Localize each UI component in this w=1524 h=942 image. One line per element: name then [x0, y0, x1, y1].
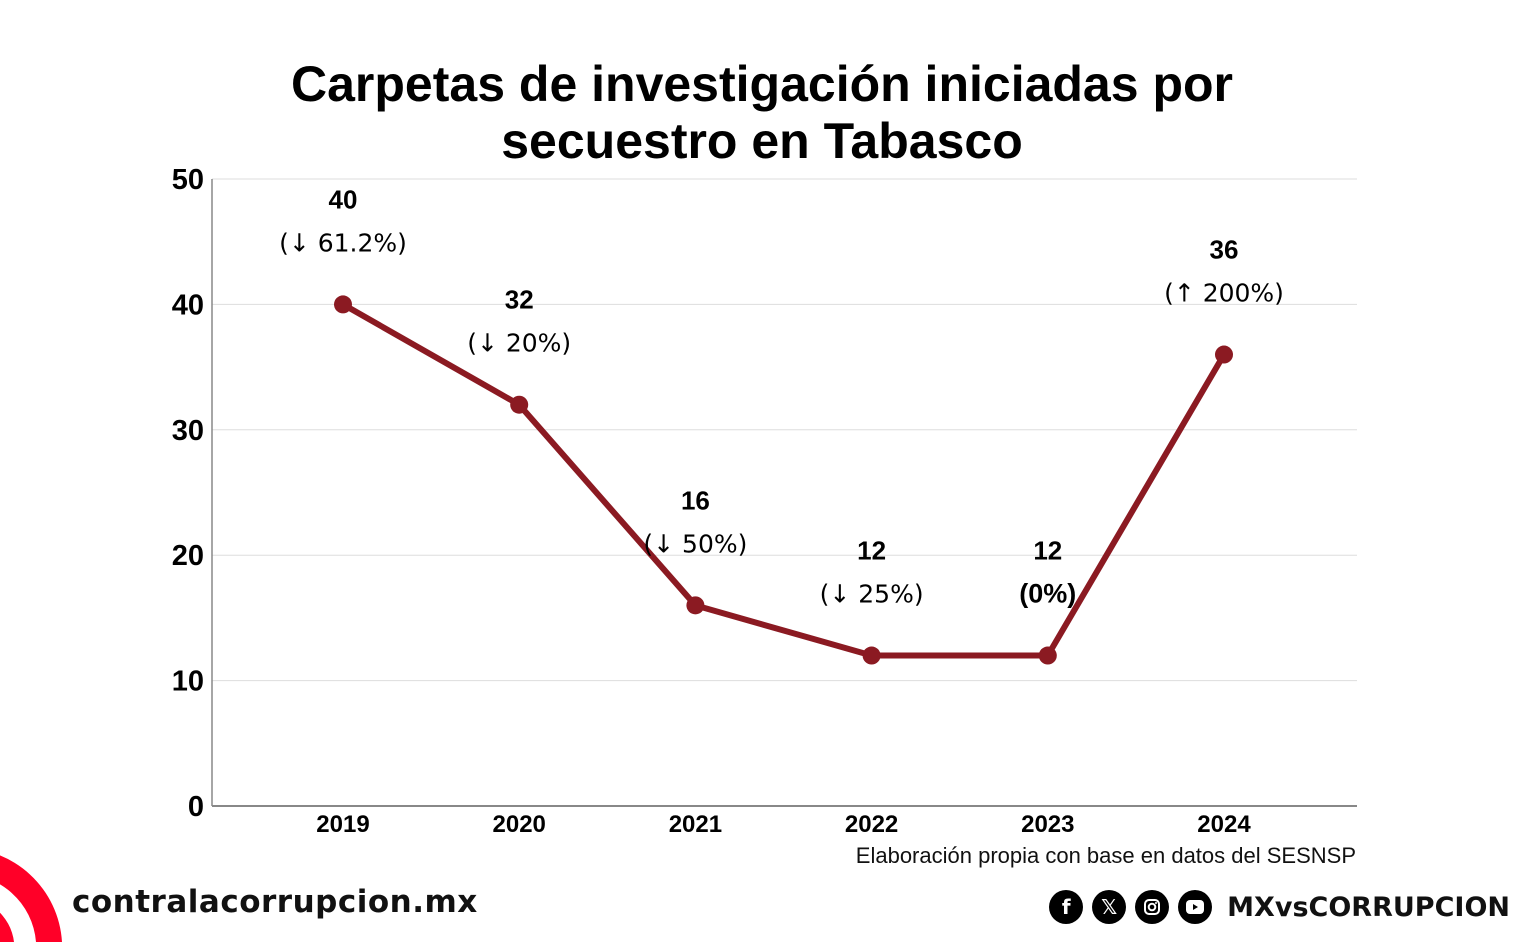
y-axis-ticks: 0 10 20 30 40 50 [172, 164, 204, 823]
data-label-value: 36 [1210, 235, 1239, 265]
chart-title-line-2: secuestro en Tabasco [501, 113, 1023, 169]
data-labels: 40 (↓ 61.2%) 32 (↓ 20%) 16 (↓ 50%) 12 (↓ 25%) 12… [279, 184, 1284, 608]
data-label-change: (↓ 20%) [467, 329, 571, 358]
x-axis-ticks: 2019 2020 2021 2022 2023 2024 [316, 811, 1251, 838]
line-chart: 0 10 20 30 40 50 2019 2020 2021 2022 2023 2024 40 (… [172, 164, 1357, 838]
data-label-change: (0%) [1019, 579, 1076, 609]
x-icon[interactable]: 𝕏 [1092, 890, 1127, 924]
series-group [334, 295, 1233, 665]
x-tick-label: 2020 [493, 811, 546, 838]
data-point [862, 646, 881, 665]
x-tick-label: 2021 [669, 811, 722, 838]
data-point [686, 596, 705, 615]
data-label-change: (↓ 50%) [643, 529, 747, 558]
data-label-value: 40 [329, 184, 358, 214]
data-label-change: (↑ 200%) [1164, 279, 1284, 308]
x-tick-label: 2024 [1197, 811, 1251, 838]
y-tick-label: 20 [172, 540, 204, 572]
data-point [510, 395, 529, 414]
y-tick-label: 30 [172, 415, 204, 447]
y-tick-label: 0 [188, 791, 204, 823]
data-point [334, 295, 352, 314]
data-label-change: (↓ 25%) [820, 580, 924, 609]
logo-signal-icon [0, 855, 62, 942]
x-tick-label: 2023 [1021, 811, 1074, 838]
y-tick-label: 40 [172, 289, 204, 321]
social-handle: MXvsCORRUPCION [1227, 891, 1510, 923]
x-tick-label: 2019 [316, 811, 369, 838]
data-label-value: 12 [1033, 536, 1062, 566]
facebook-icon[interactable]: f [1049, 890, 1084, 924]
series-line [340, 301, 1227, 659]
gridlines [212, 178, 1357, 682]
social-links: f 𝕏 MXvsCORRUPCION [1049, 890, 1510, 924]
data-label-value: 32 [505, 285, 534, 315]
data-label-value: 12 [857, 536, 886, 566]
y-tick-label: 50 [172, 164, 204, 196]
brand-website: contralacorrupcion.mx [72, 884, 478, 920]
data-point [1215, 345, 1233, 364]
source-note: Elaboración propia con base en datos del… [855, 843, 1356, 868]
chart-title-line-1: Carpetas de investigación iniciadas por [291, 56, 1233, 112]
data-point [1038, 646, 1057, 665]
data-label-value: 16 [681, 485, 710, 515]
instagram-icon[interactable] [1135, 890, 1170, 924]
chart-title: Carpetas de investigación iniciadas por … [0, 56, 1524, 170]
data-label-change: (↓ 61.2%) [279, 228, 407, 257]
youtube-icon[interactable] [1178, 890, 1213, 924]
x-tick-label: 2022 [845, 811, 898, 838]
y-tick-label: 10 [172, 666, 204, 698]
